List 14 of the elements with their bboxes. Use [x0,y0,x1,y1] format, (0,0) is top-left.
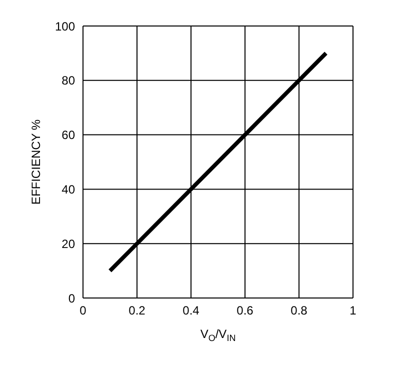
x-tick-label: 0.8 [290,304,308,318]
x-tick-label: 0 [80,304,87,318]
x-tick-label: 1 [350,304,357,318]
y-tick-label: 20 [62,236,76,251]
x-tick-label: 0.6 [236,304,254,318]
y-tick-label: 100 [54,19,76,34]
x-axis-title: V$_{O}$/V$_{IN}$ [200,327,236,343]
y-axis-title: EFFICIENCY % [29,119,43,205]
y-tick-label: 80 [62,74,76,88]
y-tick-label: 40 [62,182,76,196]
x-tick-label: 0.4 [182,304,200,318]
y-tick-label: 0 [68,291,76,306]
x-tick-label: 0.2 [128,304,146,318]
y-tick-label: 60 [62,128,76,142]
